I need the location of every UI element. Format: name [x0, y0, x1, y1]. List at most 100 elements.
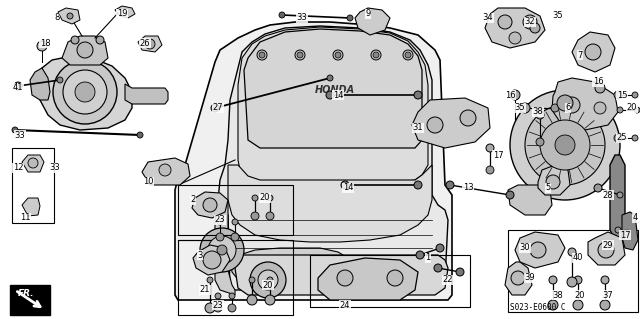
- Circle shape: [595, 83, 605, 93]
- Polygon shape: [125, 84, 168, 104]
- Circle shape: [632, 92, 638, 98]
- Circle shape: [250, 262, 286, 298]
- Polygon shape: [142, 158, 190, 185]
- Text: 17: 17: [493, 151, 503, 160]
- Circle shape: [405, 52, 411, 58]
- Text: 33: 33: [50, 164, 60, 173]
- Polygon shape: [22, 155, 44, 172]
- Text: 6: 6: [565, 103, 571, 113]
- Circle shape: [523, 15, 537, 29]
- Circle shape: [510, 90, 520, 100]
- Text: 23: 23: [214, 216, 225, 225]
- Circle shape: [486, 144, 494, 152]
- Polygon shape: [485, 8, 545, 48]
- Circle shape: [77, 42, 93, 58]
- Polygon shape: [235, 255, 448, 295]
- Circle shape: [205, 303, 215, 313]
- Text: 18: 18: [40, 39, 51, 48]
- Circle shape: [549, 276, 557, 284]
- Polygon shape: [355, 8, 390, 35]
- Circle shape: [551, 104, 559, 112]
- Text: 24: 24: [340, 300, 350, 309]
- Text: 38: 38: [552, 291, 563, 300]
- Polygon shape: [138, 36, 162, 52]
- Circle shape: [615, 227, 621, 233]
- Circle shape: [614, 134, 622, 142]
- Circle shape: [267, 277, 273, 283]
- Text: 13: 13: [463, 183, 474, 192]
- Polygon shape: [318, 258, 418, 300]
- Circle shape: [509, 32, 521, 44]
- Polygon shape: [610, 155, 625, 240]
- Bar: [178, 240, 293, 315]
- Circle shape: [203, 251, 221, 269]
- Text: 22: 22: [443, 276, 453, 285]
- Circle shape: [510, 90, 620, 200]
- Text: 2: 2: [190, 196, 196, 204]
- Circle shape: [297, 52, 303, 58]
- Polygon shape: [515, 232, 565, 268]
- Text: 28: 28: [603, 190, 613, 199]
- Text: 15: 15: [617, 91, 627, 100]
- Circle shape: [53, 60, 117, 124]
- Polygon shape: [193, 245, 230, 275]
- Circle shape: [251, 212, 259, 220]
- Polygon shape: [244, 29, 422, 148]
- Circle shape: [525, 105, 605, 185]
- Circle shape: [333, 50, 343, 60]
- Circle shape: [530, 242, 546, 258]
- Polygon shape: [552, 78, 618, 130]
- Text: 10: 10: [143, 177, 153, 187]
- Circle shape: [57, 77, 63, 83]
- Circle shape: [207, 277, 213, 283]
- Polygon shape: [230, 248, 352, 292]
- Circle shape: [231, 233, 239, 241]
- Circle shape: [208, 236, 236, 264]
- Text: 8: 8: [54, 13, 60, 23]
- Circle shape: [540, 120, 590, 170]
- Text: 12: 12: [13, 164, 23, 173]
- Circle shape: [594, 102, 606, 114]
- Circle shape: [617, 107, 623, 113]
- Circle shape: [546, 175, 560, 189]
- Circle shape: [498, 15, 512, 29]
- Circle shape: [295, 50, 305, 60]
- Text: 31: 31: [413, 123, 423, 132]
- Circle shape: [574, 276, 582, 284]
- Circle shape: [335, 52, 341, 58]
- Text: HONDA: HONDA: [315, 85, 355, 95]
- Circle shape: [486, 166, 494, 174]
- Circle shape: [266, 212, 274, 220]
- Circle shape: [387, 270, 403, 286]
- Circle shape: [594, 184, 602, 192]
- Text: 14: 14: [343, 183, 353, 192]
- Polygon shape: [30, 68, 50, 100]
- Circle shape: [12, 127, 18, 133]
- Circle shape: [216, 233, 224, 241]
- Text: 34: 34: [483, 13, 493, 23]
- Circle shape: [530, 23, 540, 33]
- Polygon shape: [58, 8, 80, 24]
- Bar: [12, 148, 54, 223]
- Circle shape: [446, 181, 454, 189]
- Circle shape: [327, 75, 333, 81]
- Circle shape: [341, 181, 349, 189]
- Polygon shape: [588, 232, 625, 265]
- Circle shape: [548, 300, 558, 310]
- Circle shape: [145, 39, 155, 49]
- Text: 33: 33: [15, 130, 26, 139]
- Text: 27: 27: [212, 103, 223, 113]
- Text: 23: 23: [212, 300, 223, 309]
- Circle shape: [200, 228, 244, 272]
- Circle shape: [252, 195, 258, 201]
- Circle shape: [96, 36, 104, 44]
- Circle shape: [536, 111, 544, 119]
- Circle shape: [403, 50, 413, 60]
- Circle shape: [557, 95, 573, 111]
- Polygon shape: [622, 212, 638, 250]
- Circle shape: [506, 191, 514, 199]
- Circle shape: [414, 91, 422, 99]
- Text: 3: 3: [197, 250, 203, 259]
- Circle shape: [267, 195, 273, 201]
- Circle shape: [229, 293, 235, 299]
